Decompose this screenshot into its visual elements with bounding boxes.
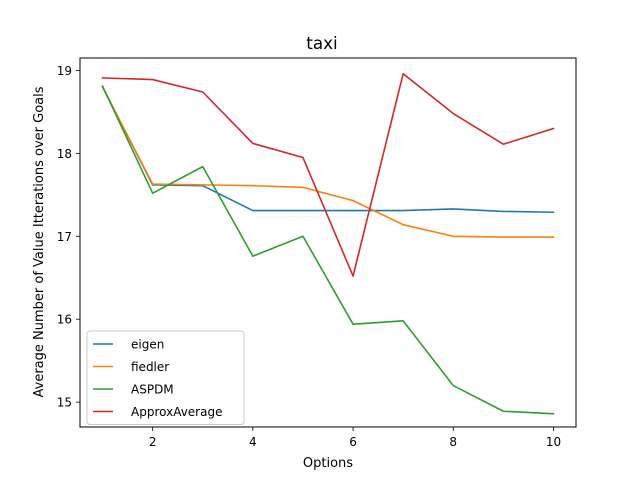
y-axis-label: Average Number of Value Itterations over… [32,86,47,397]
series-line-fiedler [101,85,555,238]
x-axis-label: Options [303,456,353,471]
legend: eigen fiedler ASPDM ApproxAverage [86,330,245,425]
x-tick-label: 2 [149,435,157,449]
y-tick-label: 18 [57,147,72,161]
plot-lines [101,72,555,415]
legend-label: ASPDM [131,383,174,397]
legend-label: fiedler [131,360,169,374]
legend-label: ApproxAverage [131,405,222,419]
y-tick-label: 19 [57,64,72,78]
series-line-approxaverage [101,72,555,277]
series-line-aspdm [101,85,555,415]
y-tick-label: 15 [57,396,72,410]
legend-label: eigen [131,338,164,352]
x-tick-label: 4 [249,435,257,449]
legend-box [86,330,245,425]
x-tick-label: 10 [546,435,561,449]
y-axis: 15 16 17 18 19 [57,64,80,410]
x-axis: 2 4 6 8 10 [149,427,561,449]
plot-frame [79,57,577,428]
series-line-eigen [101,85,555,214]
x-tick-label: 6 [349,435,357,449]
y-tick-label: 17 [57,230,72,244]
x-tick-label: 8 [449,435,457,449]
chart-title: taxi [306,33,337,53]
y-tick-label: 16 [57,313,72,327]
